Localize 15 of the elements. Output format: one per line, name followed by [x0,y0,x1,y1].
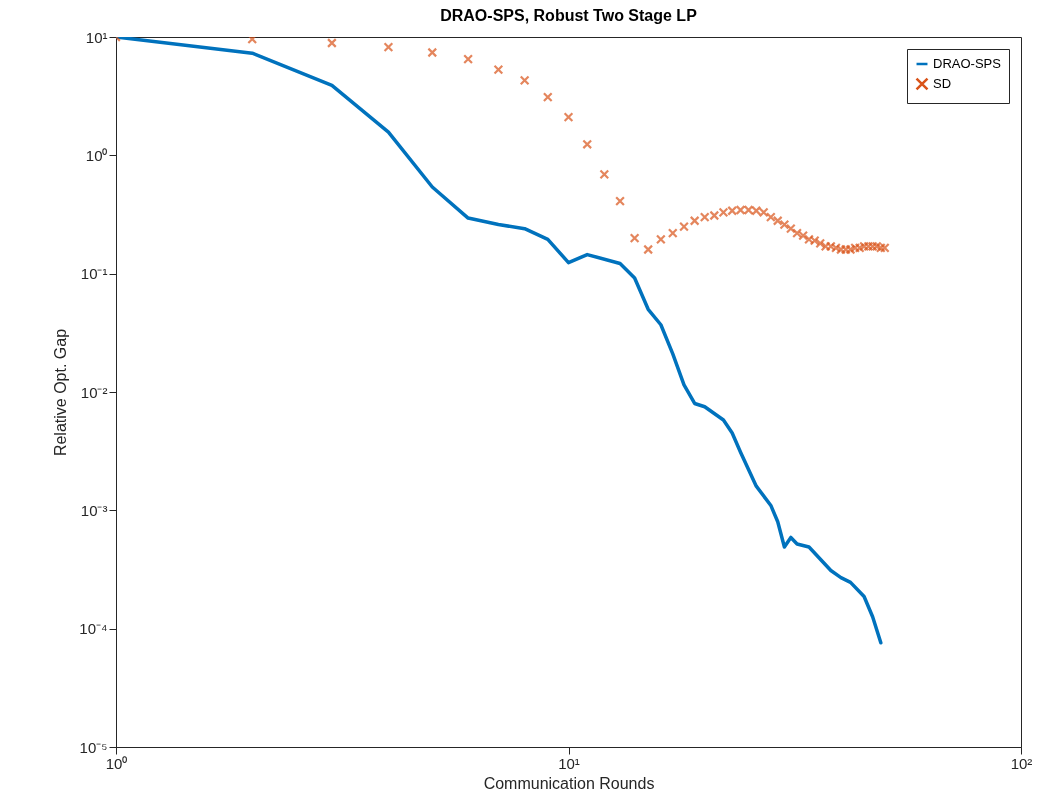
legend-label: DRAO-SPS [933,56,1002,71]
x-axis-title: Communication Rounds [483,774,655,792]
y-axis-title: Relative Opt. Gap [52,328,70,457]
y-tick-label: 10⁰ [85,146,108,164]
y-tick-label: 10⁻¹ [80,265,108,283]
x-tick-label: 10² [1010,754,1033,772]
y-tick-label: 10⁻⁴ [79,620,108,638]
x-tick-label: 10⁰ [105,754,128,772]
y-tick-label: 10⁻⁵ [79,738,108,756]
y-tick-label: 10⁻³ [80,501,108,519]
chart-title: DRAO-SPS, Robust Two Stage LP [440,7,698,24]
y-tick-label: 10⁻² [80,383,108,401]
y-tick-label: 10¹ [85,28,108,46]
x-tick-label: 10¹ [558,754,580,772]
legend-label: SD [933,76,952,91]
